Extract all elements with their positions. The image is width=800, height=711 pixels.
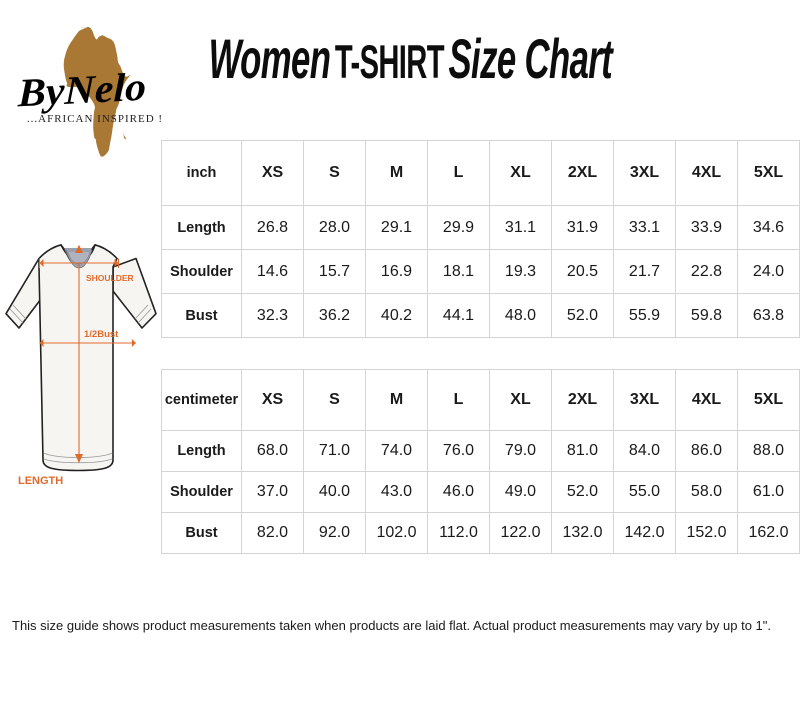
svg-text:LENGTH: LENGTH: [18, 475, 63, 487]
svg-text:SHOULDER: SHOULDER: [86, 273, 134, 283]
svg-text:1/2Bust: 1/2Bust: [84, 329, 119, 340]
